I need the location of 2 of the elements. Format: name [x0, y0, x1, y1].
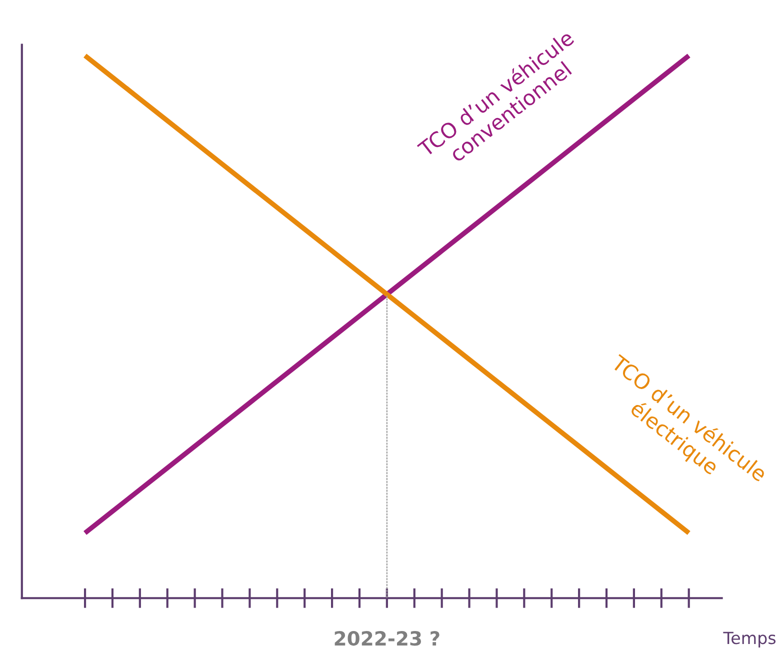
x-axis-title: Temps [723, 632, 776, 648]
text: 2022-23 ? [334, 631, 440, 646]
